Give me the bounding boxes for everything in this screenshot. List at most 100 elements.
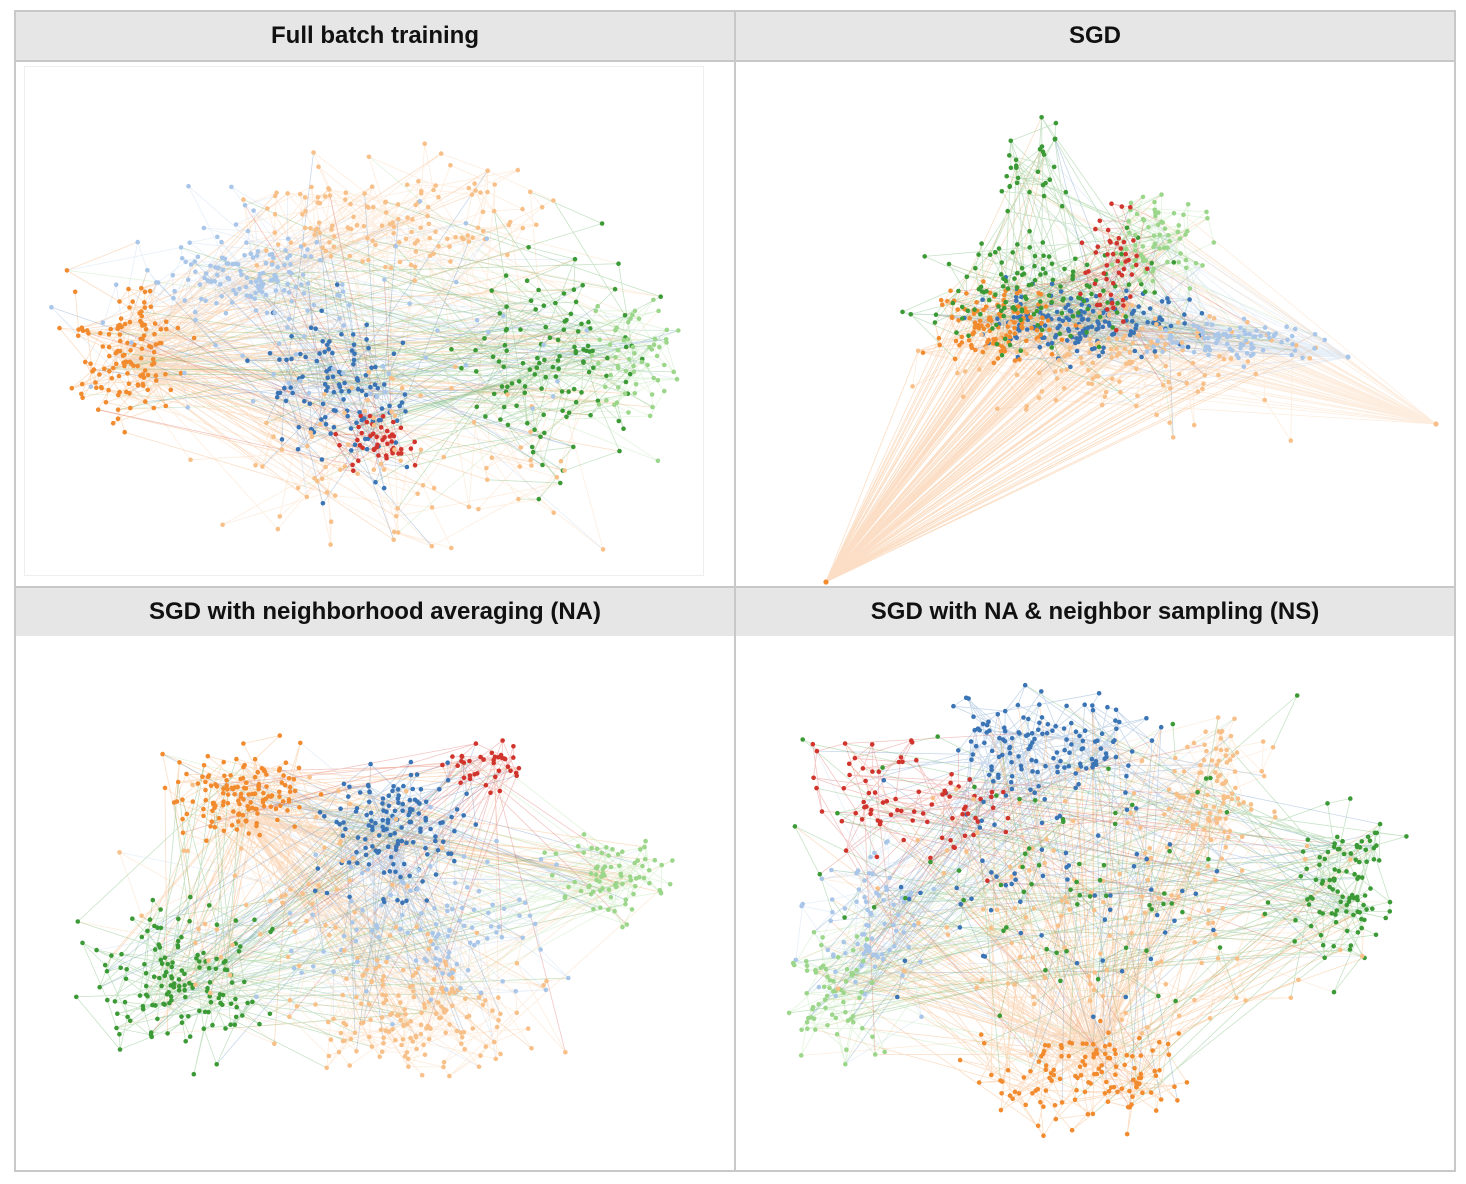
- graph-node: [142, 962, 147, 967]
- graph-node: [887, 875, 892, 881]
- graph-node: [313, 852, 319, 857]
- graph-node: [351, 214, 356, 220]
- graph-node: [449, 347, 454, 352]
- graph-node: [448, 259, 453, 264]
- graph-node: [310, 901, 315, 907]
- graph-node: [385, 817, 391, 823]
- graph-node: [964, 291, 969, 296]
- graph-node: [1259, 769, 1265, 774]
- graph-node: [171, 295, 176, 301]
- graph-node: [1331, 876, 1337, 882]
- graph-node: [227, 972, 233, 978]
- graph-node: [425, 852, 430, 857]
- graph-node: [488, 924, 494, 929]
- graph-node: [496, 1017, 501, 1023]
- graph-node: [1145, 320, 1150, 325]
- graph-node: [355, 437, 360, 443]
- graph-node: [223, 310, 229, 316]
- graph-node: [445, 933, 451, 939]
- graph-node: [331, 244, 337, 250]
- graph-node: [1134, 262, 1139, 268]
- graph-node: [341, 323, 347, 328]
- graph-node: [550, 394, 556, 399]
- graph-node: [376, 848, 382, 854]
- graph-node: [1099, 731, 1105, 736]
- graph-node: [1150, 1048, 1155, 1053]
- graph-node: [340, 833, 346, 838]
- graph-node: [340, 289, 346, 294]
- graph-node: [399, 451, 404, 456]
- graph-node: [975, 819, 981, 824]
- graph-node: [1292, 939, 1297, 944]
- graph-node: [608, 894, 614, 900]
- graph-node: [1148, 1090, 1154, 1095]
- graph-node: [1116, 270, 1122, 276]
- graph-node: [302, 225, 308, 231]
- graph-node: [367, 789, 372, 795]
- graph-node: [236, 819, 241, 824]
- graph-node: [1224, 810, 1230, 815]
- graph-node: [1029, 757, 1034, 763]
- graph-node: [243, 284, 249, 290]
- graph-node: [1084, 262, 1090, 268]
- graph-node: [242, 202, 248, 208]
- graph-node: [301, 291, 307, 296]
- graph-node: [236, 949, 242, 954]
- graph-node: [497, 788, 503, 794]
- graph-node: [652, 336, 658, 342]
- graph-node: [288, 887, 293, 892]
- graph-node: [114, 361, 119, 367]
- graph-node: [284, 357, 289, 363]
- graph-node: [1272, 809, 1277, 814]
- graph-node: [282, 782, 288, 788]
- graph-node: [445, 760, 451, 765]
- graph-node: [631, 363, 636, 369]
- graph-node: [416, 867, 422, 873]
- graph-node: [413, 970, 419, 976]
- graph-node: [885, 839, 890, 844]
- graph-node: [275, 278, 280, 284]
- graph-node: [600, 870, 606, 876]
- graph-node: [473, 741, 479, 746]
- graph-node: [1357, 859, 1362, 865]
- graph-node: [1059, 203, 1065, 209]
- graph-node: [1017, 731, 1022, 736]
- graph-node: [1211, 316, 1217, 321]
- graph-node: [922, 254, 927, 259]
- graph-node: [1063, 850, 1069, 856]
- graph-node: [392, 831, 398, 836]
- graph-node: [280, 900, 285, 906]
- graph-node: [1364, 859, 1369, 864]
- graph-node: [887, 947, 892, 953]
- graph-node: [351, 342, 357, 348]
- graph-node: [496, 924, 502, 930]
- graph-node: [1098, 951, 1103, 956]
- graph-node: [1031, 312, 1037, 317]
- graph-node: [201, 950, 206, 956]
- graph-node: [1200, 263, 1205, 268]
- graph-node: [1140, 194, 1146, 200]
- graph-node: [1099, 1069, 1105, 1075]
- graph-node: [1088, 982, 1093, 987]
- graph-node: [542, 357, 547, 363]
- graph-node: [429, 543, 435, 549]
- graph-node: [1097, 877, 1103, 883]
- graph-node: [1106, 1089, 1112, 1094]
- graph-node: [281, 287, 287, 293]
- graph-node: [540, 462, 545, 468]
- graph-node: [1215, 956, 1221, 961]
- graph-node: [1055, 325, 1060, 331]
- graph-node: [839, 818, 845, 824]
- graph-node: [387, 403, 392, 409]
- graph-node: [292, 824, 298, 829]
- graph-node: [417, 801, 422, 806]
- graph-node: [162, 1002, 167, 1007]
- graph-node: [349, 348, 355, 353]
- graph-node: [356, 424, 361, 430]
- graph-node: [391, 537, 397, 543]
- graph-node: [322, 845, 327, 850]
- graph-node: [888, 812, 894, 818]
- graph-node: [864, 804, 869, 809]
- graph-node: [74, 994, 79, 1000]
- graph-node: [1113, 1072, 1118, 1077]
